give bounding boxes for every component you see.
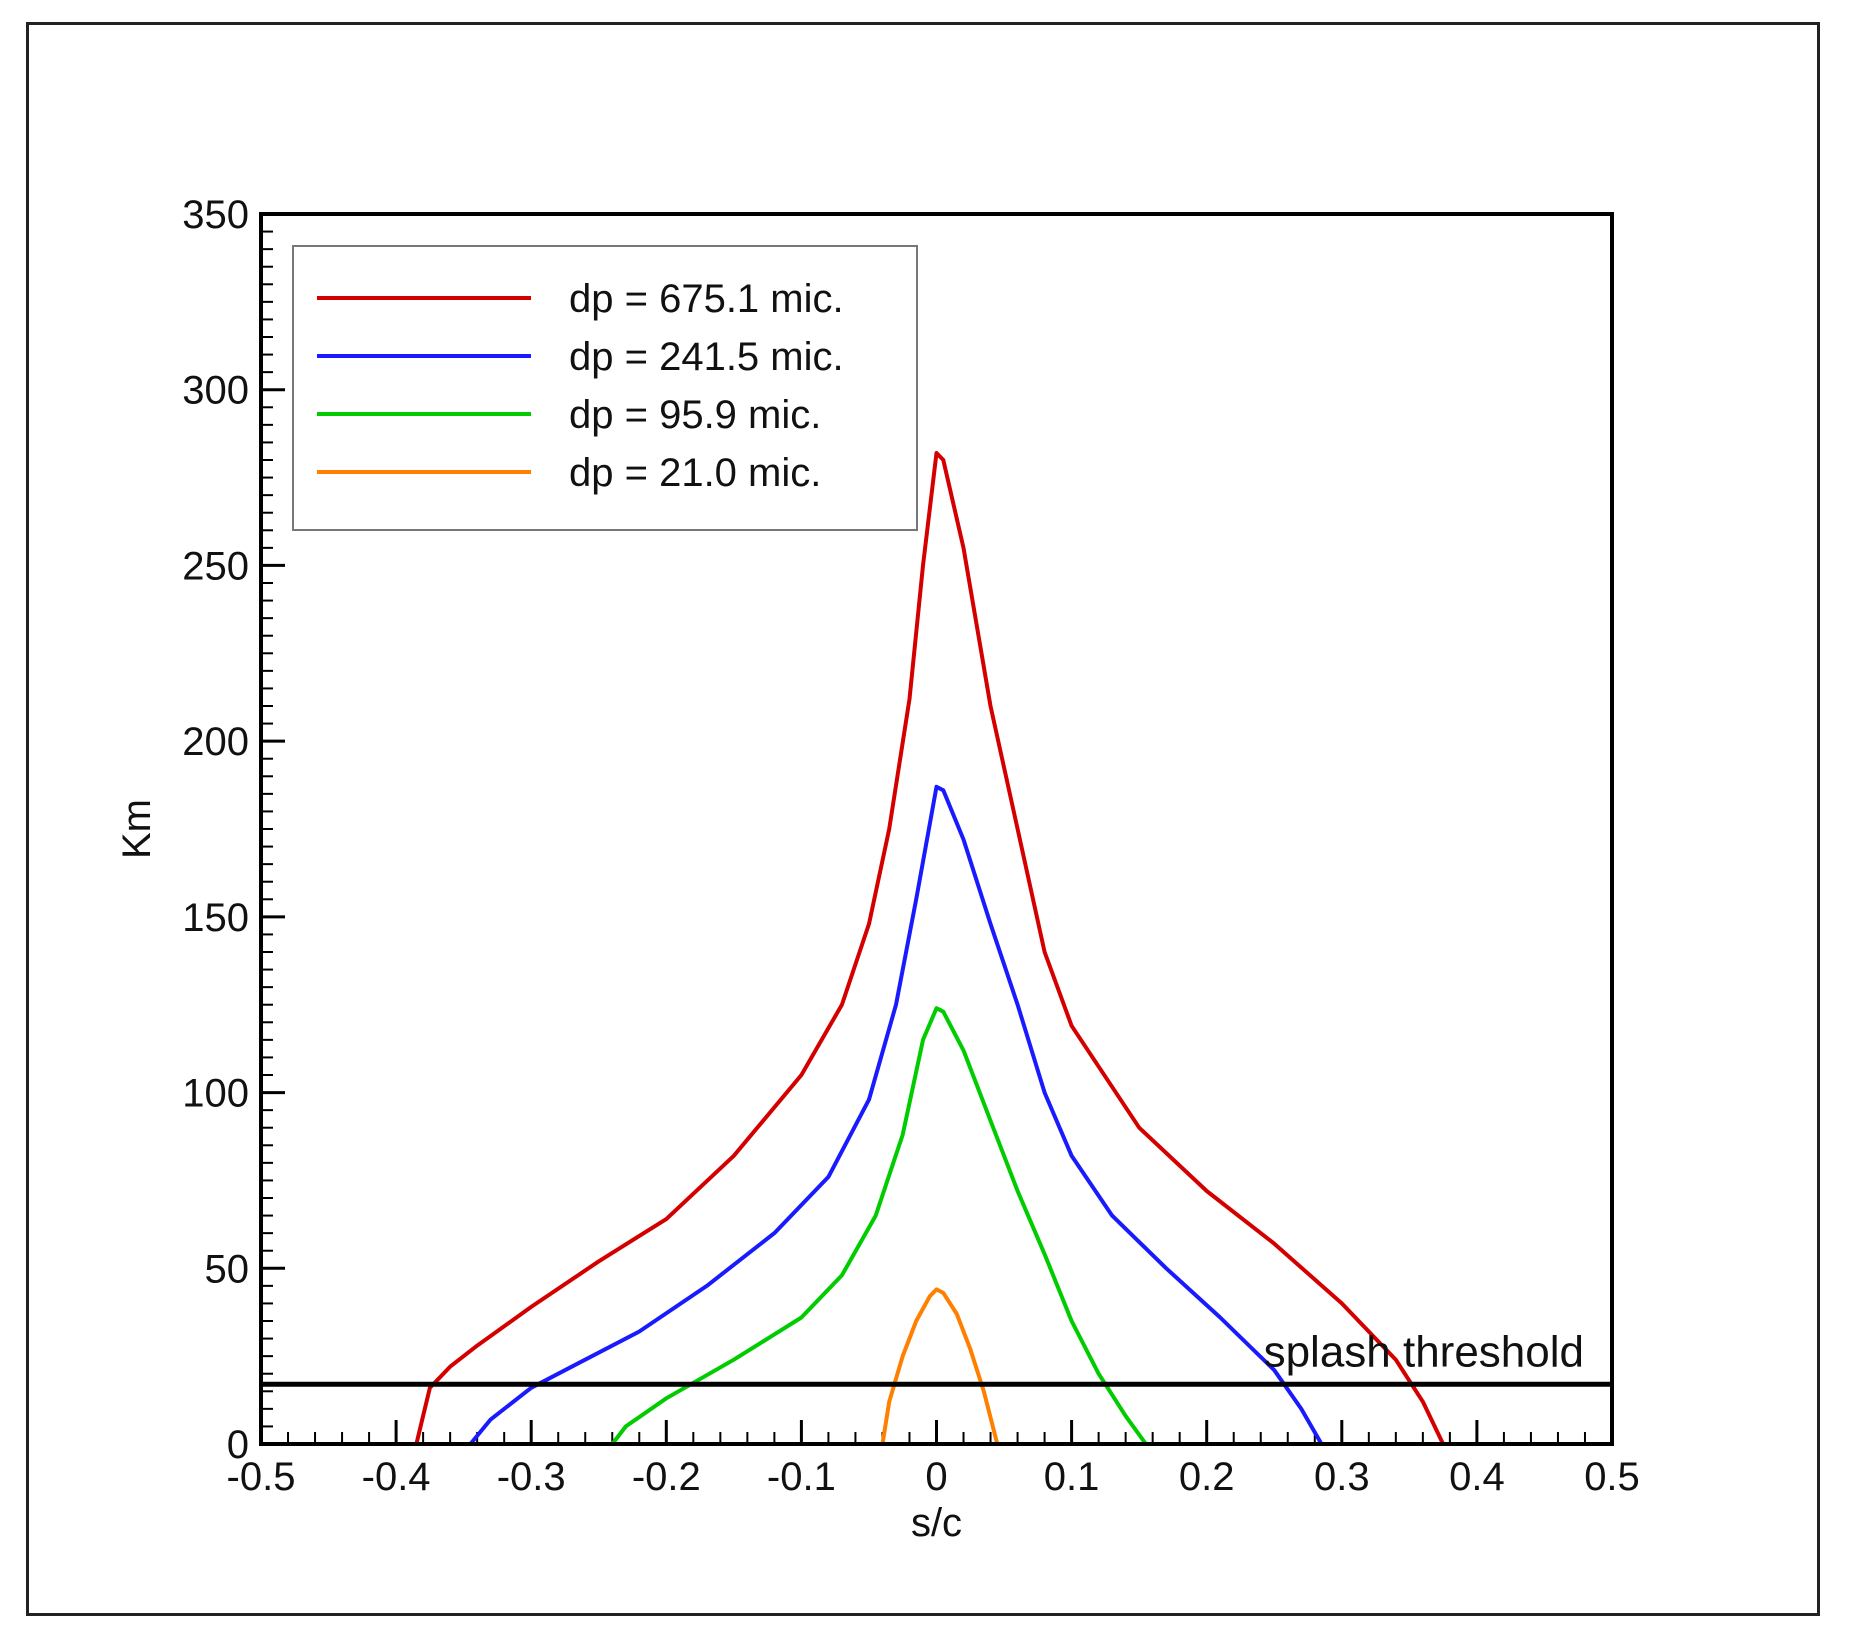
legend-label-1: dp = 675.1 mic. bbox=[569, 277, 844, 321]
legend: dp = 675.1 mic. dp = 241.5 mic. dp = 95.9 … bbox=[292, 245, 918, 531]
legend-label-4: dp = 21.0 mic. bbox=[569, 451, 821, 495]
x-tick-label: -0.5 bbox=[227, 1455, 296, 1499]
x-tick-label: 0 bbox=[925, 1455, 947, 1499]
y-tick-label: 50 bbox=[205, 1247, 250, 1291]
x-tick-label: -0.4 bbox=[362, 1455, 431, 1499]
x-tick-label: 0.3 bbox=[1314, 1455, 1370, 1499]
y-tick-label: 200 bbox=[182, 720, 249, 764]
x-tick-label: -0.3 bbox=[497, 1455, 566, 1499]
legend-label-3: dp = 95.9 mic. bbox=[569, 393, 821, 437]
series-line-2 bbox=[468, 784, 1324, 1446]
y-tick-label: 250 bbox=[182, 544, 249, 588]
series-line-1 bbox=[414, 451, 1445, 1445]
y-axis-title: Km bbox=[115, 799, 159, 859]
y-tick-label: 350 bbox=[182, 193, 249, 237]
x-tick-label: -0.2 bbox=[632, 1455, 701, 1499]
legend-label-2: dp = 241.5 mic. bbox=[569, 335, 844, 379]
plot-area-border bbox=[259, 212, 1614, 1446]
series-lines bbox=[414, 451, 1445, 1446]
x-tick-label: -0.1 bbox=[767, 1455, 836, 1499]
x-tick-labels: -0.5 -0.4 -0.3 -0.2 -0.1 0 0.1 0.2 0.3 0.4 0.5 bbox=[227, 1455, 1640, 1499]
figure-frame bbox=[26, 22, 1820, 1616]
y-tick-label: 100 bbox=[182, 1072, 249, 1116]
x-tick-label: 0.1 bbox=[1044, 1455, 1100, 1499]
legend-box bbox=[292, 245, 918, 531]
y-tick-label: 150 bbox=[182, 896, 249, 940]
y-tick-labels: 0 50 100 150 200 250 300 350 bbox=[182, 193, 249, 1467]
x-tick-label: 0.4 bbox=[1449, 1455, 1505, 1499]
x-axis-title: s/c bbox=[911, 1501, 962, 1545]
y-tick-label: 300 bbox=[182, 369, 249, 413]
splash-threshold-label: splash threshold bbox=[1264, 1327, 1584, 1376]
y-tick-label: 0 bbox=[227, 1423, 249, 1467]
series-line-4 bbox=[880, 1287, 1000, 1445]
x-tick-label: 0.2 bbox=[1179, 1455, 1235, 1499]
x-tick-label: 0.5 bbox=[1584, 1455, 1640, 1499]
series-line-3 bbox=[610, 1006, 1148, 1446]
